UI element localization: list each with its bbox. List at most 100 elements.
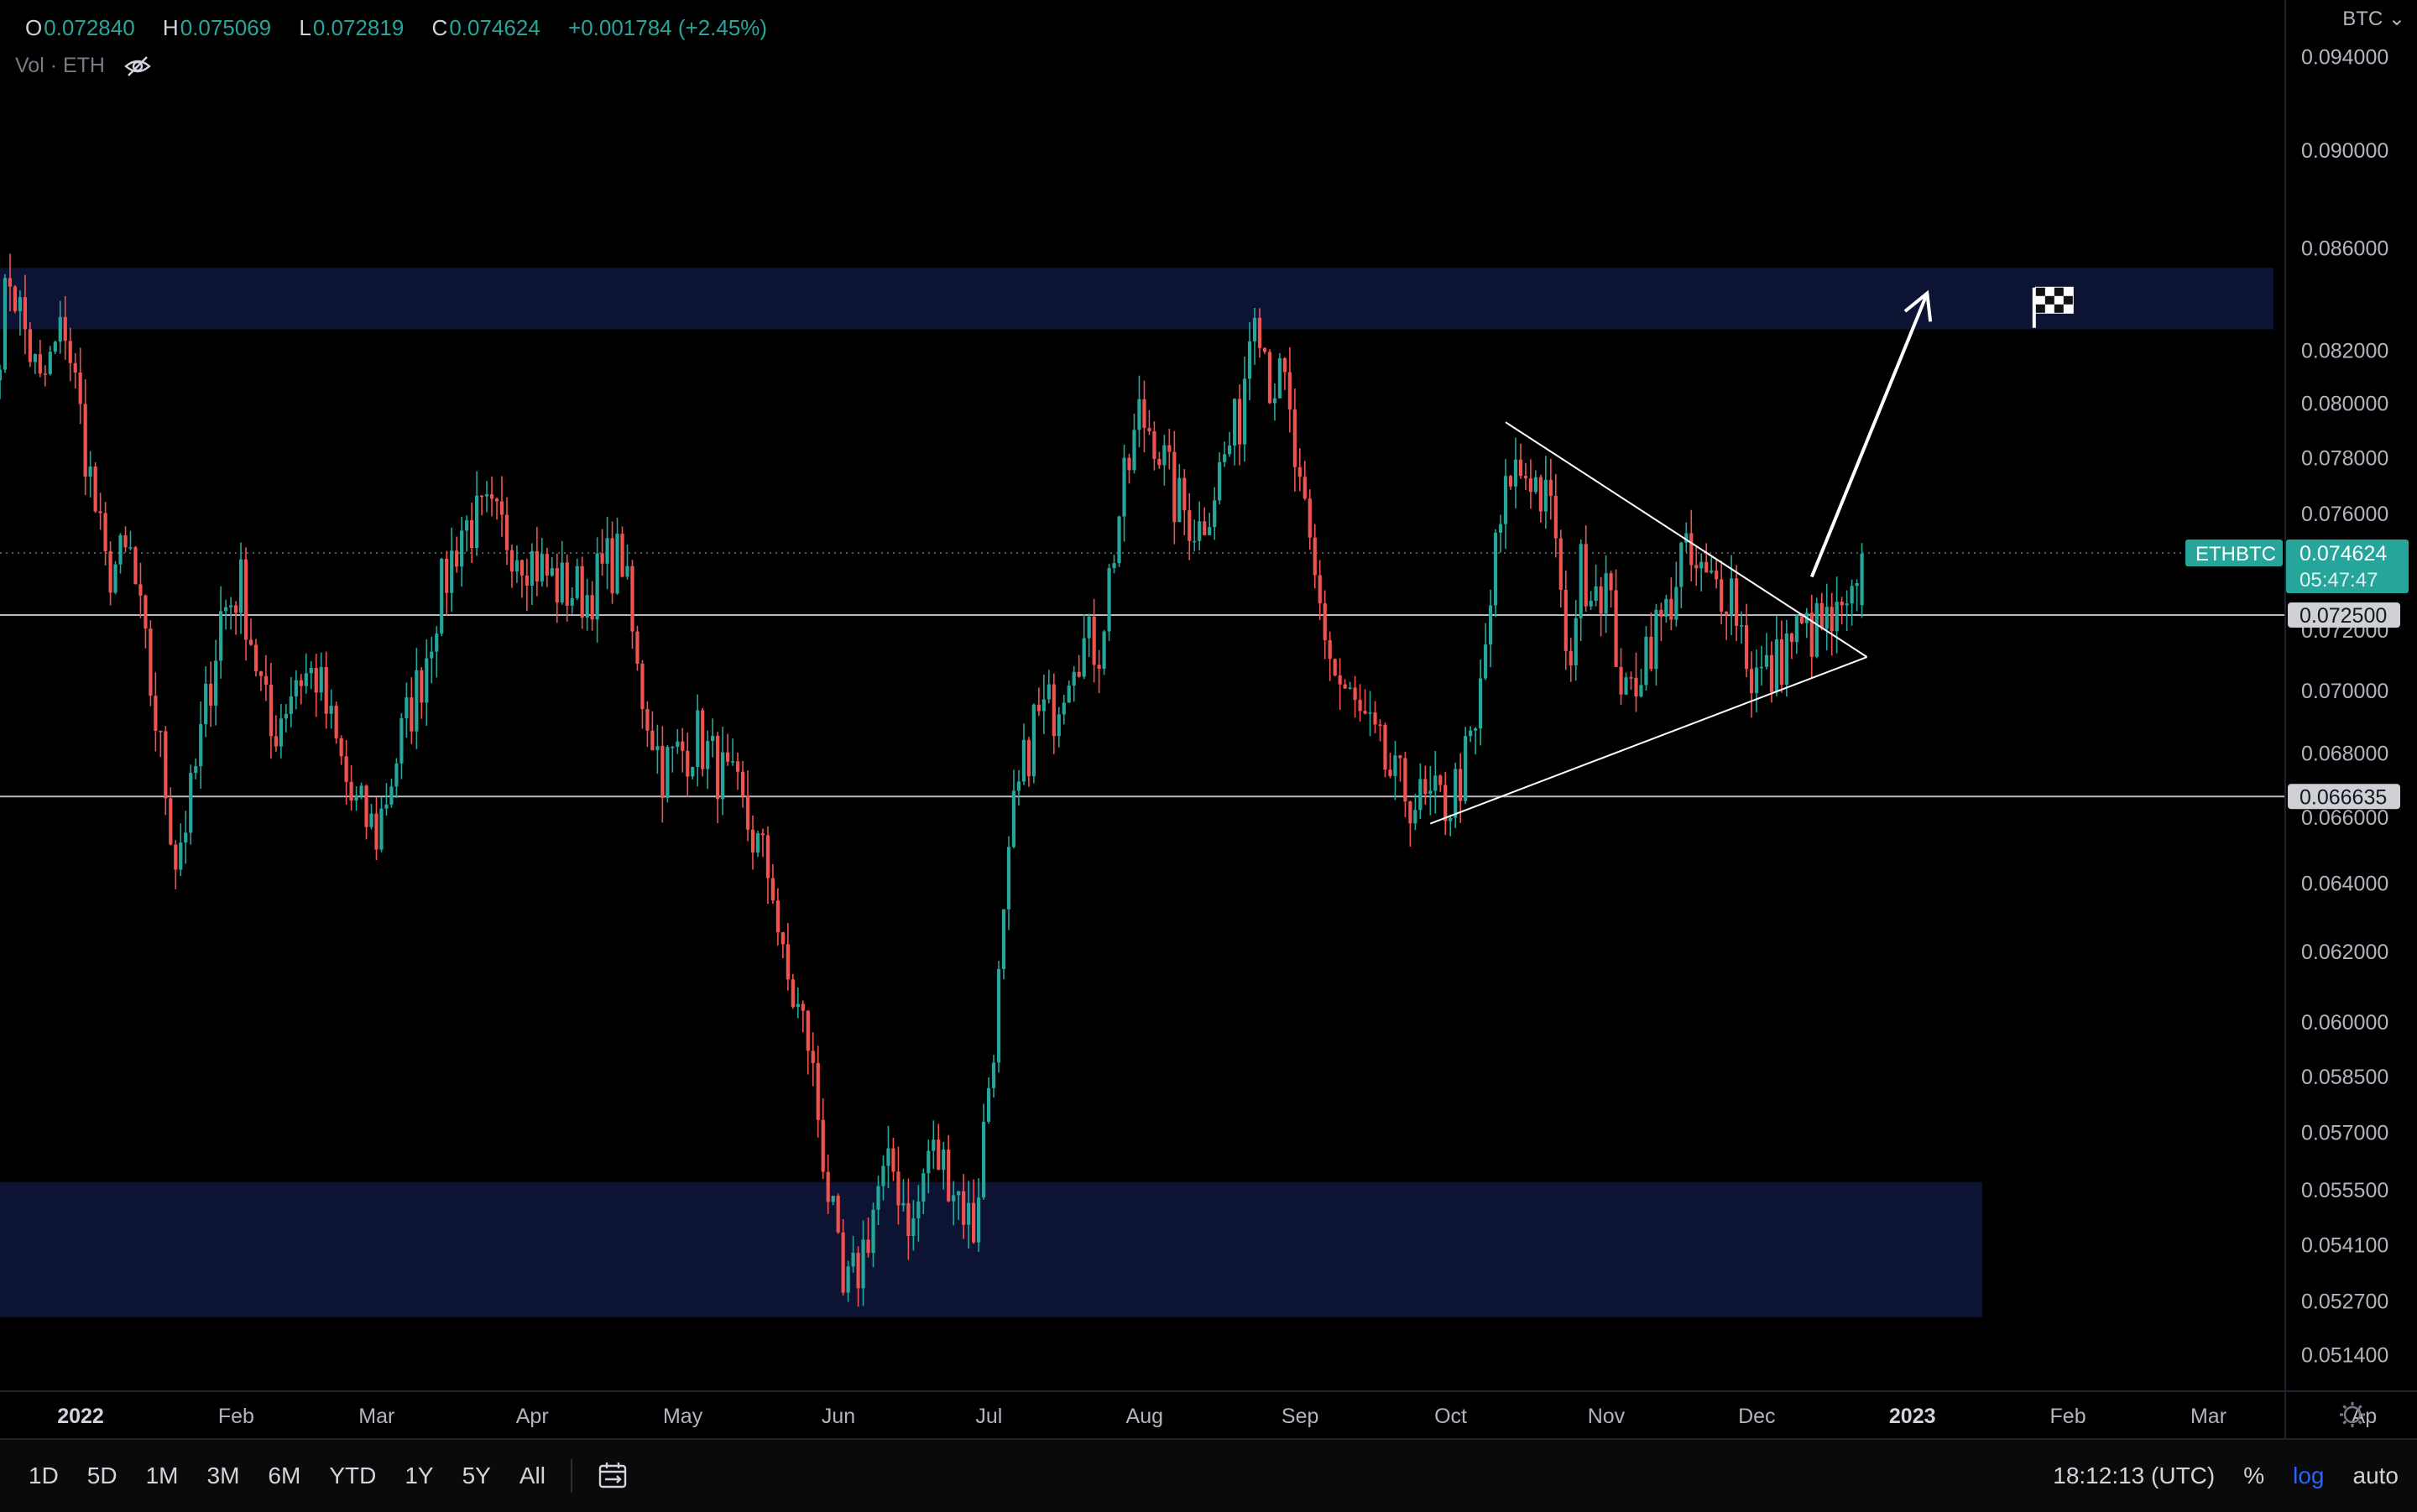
price-axis[interactable]: 0.094000 0.090000 0.086000 0.082000 0.080000…: [2185, 45, 2409, 1368]
candle-body: [671, 747, 675, 748]
candle-body: [1418, 779, 1423, 811]
candle-body: [138, 584, 143, 596]
candle: [349, 765, 353, 811]
candle-body: [450, 550, 454, 593]
candle: [1147, 409, 1151, 435]
price-line-badge[interactable]: [2288, 784, 2400, 810]
timeframe-1m[interactable]: 1M: [145, 1462, 179, 1489]
candle-body: [740, 771, 745, 796]
trendline[interactable]: [1505, 421, 1868, 658]
timeframe-6m[interactable]: 6M: [268, 1462, 301, 1489]
candle-body: [1664, 598, 1668, 617]
timeframe-all[interactable]: All: [519, 1462, 546, 1489]
change-value: +0.001784 (+2.45%): [568, 15, 768, 40]
candle-body: [721, 752, 725, 800]
candle-body: [1142, 399, 1146, 429]
eye-off-icon[interactable]: [123, 55, 152, 78]
timeframe-3m[interactable]: 3M: [206, 1462, 240, 1489]
candle: [359, 782, 363, 800]
candle-body: [113, 564, 117, 593]
candle: [73, 352, 77, 388]
timeframe-5d[interactable]: 5D: [86, 1462, 117, 1489]
candle-body: [1749, 669, 1754, 694]
auto-toggle[interactable]: auto: [2352, 1462, 2399, 1489]
candle-body: [1759, 666, 1764, 669]
candle: [1057, 706, 1061, 748]
flag-square: [2054, 287, 2064, 296]
candle: [545, 547, 549, 587]
candle: [1654, 603, 1658, 686]
candle: [179, 823, 183, 877]
candle: [1203, 507, 1207, 536]
candle-body: [1474, 728, 1478, 731]
candle: [123, 526, 128, 553]
candle: [1855, 579, 1859, 612]
candle-body: [816, 1062, 820, 1120]
price-chart[interactable]: 0.094000 0.090000 0.086000 0.082000 0.080000…: [0, 0, 2417, 1438]
candle-body: [399, 717, 404, 764]
percent-toggle[interactable]: %: [2243, 1462, 2265, 1489]
candle: [1589, 591, 1593, 610]
bottom-toolbar: 1D 5D 1M 3M 6M YTD 1Y 5Y All 18:12:13 (U…: [0, 1438, 2417, 1512]
candle: [706, 730, 710, 790]
candle: [1328, 631, 1332, 681]
last-price-badge[interactable]: [2286, 540, 2409, 594]
candle: [48, 346, 52, 376]
candle: [1794, 614, 1798, 654]
candle: [1177, 464, 1182, 523]
candle: [1764, 633, 1769, 670]
candle: [856, 1246, 860, 1307]
candle: [590, 581, 594, 631]
candle-body: [1589, 600, 1593, 607]
price-line-badge[interactable]: [2288, 602, 2400, 628]
candle-body: [911, 1218, 916, 1237]
timeframe-1d[interactable]: 1D: [29, 1462, 59, 1489]
candle: [1393, 741, 1397, 800]
candle-body: [1328, 640, 1332, 660]
log-toggle[interactable]: log: [2293, 1462, 2325, 1489]
candle: [957, 1191, 961, 1220]
candle: [228, 597, 233, 630]
volume-legend[interactable]: Vol · ETH: [15, 54, 152, 78]
candle-body: [635, 631, 639, 664]
arrow-line[interactable]: [1809, 292, 1929, 578]
candle-body: [530, 550, 534, 587]
candle: [138, 562, 143, 618]
settings-gear-icon[interactable]: [2340, 1402, 2365, 1427]
candle: [1449, 814, 1453, 837]
time-tick-label: Sep: [1282, 1405, 1318, 1428]
trendline[interactable]: [1429, 656, 1867, 825]
timeframe-1y[interactable]: 1Y: [405, 1462, 434, 1489]
candle-body: [1112, 563, 1116, 568]
candle: [1428, 765, 1433, 816]
symbol-badge-label: ETHBTC: [2195, 543, 2276, 566]
candle: [1579, 539, 1583, 642]
candle-body: [154, 696, 158, 731]
currency-selector[interactable]: BTC ⌄: [2342, 7, 2405, 31]
timeframe-5y[interactable]: 5Y: [462, 1462, 491, 1489]
candle-body: [550, 568, 554, 576]
calendar-range-icon: [598, 1462, 627, 1489]
go-to-date-button[interactable]: [598, 1462, 628, 1490]
checkered-flag-icon[interactable]: [2032, 286, 2074, 328]
time-axis[interactable]: 2022 Feb Mar Apr May Jun Jul Aug Sep Oct Nov Dec 202…: [0, 1390, 2417, 1428]
candle: [1107, 563, 1111, 641]
candle-body: [1257, 317, 1262, 348]
candle-body: [1302, 477, 1307, 499]
candle: [1533, 470, 1537, 494]
candle: [1594, 564, 1598, 607]
candle: [565, 555, 569, 622]
clock[interactable]: 18:12:13 (UTC): [2053, 1462, 2216, 1489]
candle-body: [1538, 477, 1543, 512]
candle: [465, 515, 469, 552]
symbol-badge[interactable]: [2185, 540, 2283, 567]
price-tick-label: 0.064000: [2301, 873, 2388, 896]
candle-body: [881, 1165, 885, 1186]
candle-body: [1584, 544, 1588, 607]
candle: [509, 545, 514, 588]
candle-body: [1629, 677, 1633, 679]
candle: [755, 831, 760, 858]
candle-body: [901, 1202, 906, 1206]
candle-body: [1247, 341, 1252, 379]
timeframe-ytd[interactable]: YTD: [329, 1462, 377, 1489]
